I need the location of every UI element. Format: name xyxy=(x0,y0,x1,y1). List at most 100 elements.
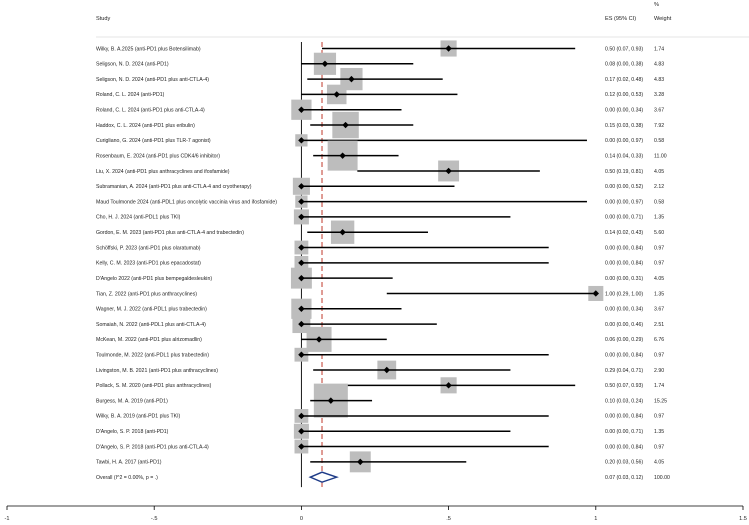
es-ci-text: 0.17 (0.02, 0.48) xyxy=(605,77,643,83)
study-row: Wilky, B. A.2025 (anti-PD1 plus Botensil… xyxy=(96,40,664,57)
point-estimate xyxy=(357,458,364,466)
study-row: Kelly, C. M. 2023 (anti-PD1 plus epacado… xyxy=(96,255,664,270)
point-estimate xyxy=(298,320,305,328)
point-estimate xyxy=(445,167,452,175)
study-label: Wagner, M. J. 2022 (anti-PDL1 plus trabe… xyxy=(96,307,207,313)
point-estimate xyxy=(298,198,305,205)
study-row: Tawbi, H. A. 2017 (anti-PD1) 0.20 (0.03, … xyxy=(96,451,664,473)
es-ci-text: 0.50 (0.19, 0.81) xyxy=(605,169,643,175)
es-ci-text: 0.00 (0.00, 0.34) xyxy=(605,307,643,313)
study-row: D'Angelo 2022 (anti-PD1 plus bempegaldes… xyxy=(96,267,664,289)
weight-text: 11.00 xyxy=(654,153,667,159)
point-estimate xyxy=(445,382,452,389)
study-label: Maud Toulmonde 2024 (anti-PDL1 plus onco… xyxy=(96,199,277,205)
study-row: Wagner, M. J. 2022 (anti-PDL1 plus trabe… xyxy=(96,298,664,319)
study-rows: Wilky, B. A.2025 (anti-PD1 plus Botensil… xyxy=(96,40,667,473)
point-estimate xyxy=(592,290,599,297)
header: Study ES (95% CI) % Weight xyxy=(96,2,672,22)
es-ci-text: 0.10 (0.03, 0.24) xyxy=(605,398,643,404)
header-es-label: ES (95% CI) xyxy=(605,16,636,22)
study-row: Schöffski, P. 2023 (anti-PD1 plus olarat… xyxy=(96,240,664,255)
es-ci-text: 0.00 (0.00, 0.34) xyxy=(605,108,643,114)
es-ci-text: 0.00 (0.00, 0.84) xyxy=(605,245,643,251)
point-estimate xyxy=(327,397,335,404)
weight-text: 1.35 xyxy=(654,215,664,221)
weight-text: 1.35 xyxy=(654,291,664,297)
study-label: Seligson, N. D. 2024 (anti-PD1) xyxy=(96,62,169,68)
point-estimate xyxy=(333,91,340,98)
study-row: D'Angelo, S. P. 2018 (anti-PD1) 0.00 (0.0… xyxy=(96,423,664,439)
x-tick-label: -1 xyxy=(5,516,10,522)
point-estimate xyxy=(298,183,305,190)
weight-text: 0.58 xyxy=(654,199,664,205)
es-ci-text: 1.00 (0.29, 1.00) xyxy=(605,291,643,297)
es-ci-text: 0.00 (0.00, 0.84) xyxy=(605,444,643,450)
study-label: Wilky, B. A.2025 (anti-PD1 plus Botensil… xyxy=(96,46,201,52)
weight-text: 4.83 xyxy=(654,62,664,68)
study-label: Schöffski, P. 2023 (anti-PD1 plus olarat… xyxy=(96,245,201,251)
study-row: Gordon, E. M. 2023 (anti-PD1 plus anti-C… xyxy=(96,220,664,244)
study-row: Tian, Z. 2022 (anti-PD1 plus anthracycli… xyxy=(96,285,664,301)
point-estimate xyxy=(315,336,323,343)
study-row: Toulmonde, M. 2022 (anti-PDL1 plus trabe… xyxy=(96,347,664,362)
study-label: Tian, Z. 2022 (anti-PD1 plus anthracycli… xyxy=(96,291,197,297)
study-label: McKean, M. 2022 (anti-PD1 plus alrizomad… xyxy=(96,337,202,343)
study-row: Pollack, S. M. 2020 (anti-PD1 plus anthr… xyxy=(96,377,664,394)
x-tick-label: 1.5 xyxy=(739,516,747,522)
point-estimate xyxy=(298,428,305,435)
study-row: Livingston, M. B. 2021 (anti-PD1 plus an… xyxy=(96,360,664,380)
study-label: D'Angelo, S. P. 2018 (anti-PD1 plus anti… xyxy=(96,444,209,450)
es-ci-text: 0.00 (0.00, 0.84) xyxy=(605,261,643,267)
point-estimate xyxy=(321,60,329,68)
point-estimate xyxy=(298,412,305,420)
study-row: Curigliano, G. 2024 (anti-PD1 plus TLR-7… xyxy=(96,134,664,147)
weight-text: 2.90 xyxy=(654,368,664,374)
point-estimate xyxy=(298,213,305,221)
weight-text: 1.35 xyxy=(654,429,664,435)
point-estimate xyxy=(298,305,305,312)
overall-row: Overall (I^2 = 0.00%, p = .) 0.07 (0.03, … xyxy=(96,471,670,483)
point-estimate xyxy=(348,75,355,83)
weight-text: 0.58 xyxy=(654,138,664,144)
study-row: Roland, C. L. 2024 (anti-PD1 plus anti-C… xyxy=(96,99,664,120)
es-ci-text: 0.20 (0.03, 0.56) xyxy=(605,460,643,466)
x-tick-label: -.5 xyxy=(151,516,158,522)
weight-text: 5.60 xyxy=(654,230,664,236)
study-label: Tawbi, H. A. 2017 (anti-PD1) xyxy=(96,460,162,466)
weight-text: 4.83 xyxy=(654,77,664,83)
weight-text: 1.74 xyxy=(654,46,664,52)
study-row: Rosenbaum, E. 2024 (anti-PD1 plus CDK4/6… xyxy=(96,140,667,171)
header-study-label: Study xyxy=(96,16,111,22)
es-ci-text: 0.15 (0.03, 0.38) xyxy=(605,123,643,129)
point-estimate xyxy=(445,45,452,52)
es-ci-text: 0.00 (0.00, 0.71) xyxy=(605,429,643,435)
point-estimate xyxy=(298,259,305,267)
study-label: D'Angelo, S. P. 2018 (anti-PD1) xyxy=(96,429,169,435)
study-label: Kelly, C. M. 2023 (anti-PD1 plus epacado… xyxy=(96,261,201,267)
point-estimate xyxy=(298,274,305,282)
weight-text: 0.97 xyxy=(654,414,664,420)
weight-text: 4.05 xyxy=(654,276,664,282)
study-row: Seligson, N. D. 2024 (anti-PD1 plus anti… xyxy=(96,68,664,91)
overall-diamond xyxy=(308,471,339,483)
study-label: Pollack, S. M. 2020 (anti-PD1 plus anthr… xyxy=(96,383,212,389)
weight-text: 2.51 xyxy=(654,322,664,328)
weight-text: 7.92 xyxy=(654,123,664,129)
study-row: Somaiah, N. 2022 (anti-PDL1 plus anti-CT… xyxy=(96,315,664,334)
point-estimate xyxy=(339,229,346,236)
weight-text: 0.97 xyxy=(654,261,664,267)
weight-text: 0.97 xyxy=(654,245,664,251)
es-ci-text: 0.00 (0.00, 0.31) xyxy=(605,276,643,282)
study-label: Rosenbaum, E. 2024 (anti-PD1 plus CDK4/6… xyxy=(96,153,220,159)
study-label: Subramanian, A. 2024 (anti-PD1 plus anti… xyxy=(96,184,252,190)
header-weight-label-symbol: % xyxy=(654,2,659,8)
x-axis: -1 -.5 0 .5 1 1.5 xyxy=(5,505,747,522)
weight-text: 6.76 xyxy=(654,337,664,343)
study-label: Haddox, C. L. 2024 (anti-PD1 plus eribul… xyxy=(96,123,195,129)
es-ci-text: 0.00 (0.00, 0.97) xyxy=(605,199,643,205)
study-row: Seligson, N. D. 2024 (anti-PD1) 0.08 (0.0… xyxy=(96,52,664,75)
study-row: McKean, M. 2022 (anti-PD1 plus alrizomad… xyxy=(96,326,664,352)
study-label: Roland, C. L. 2024 (anti-PD1) xyxy=(96,92,165,98)
point-estimate xyxy=(339,152,346,159)
